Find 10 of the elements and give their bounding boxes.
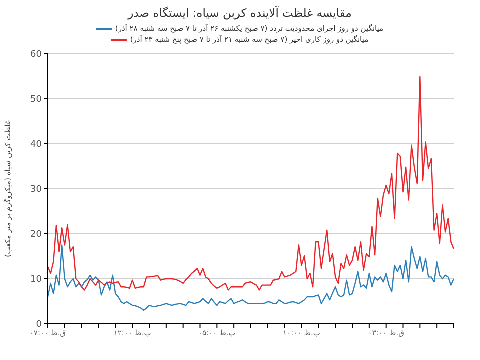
y-tick-label: 30	[30, 185, 42, 196]
y-tick-label: 60	[30, 50, 42, 60]
y-tick-label: 10	[30, 275, 42, 286]
chart-title: مقایسه غلظت آلاینده کربن سیاه: ایستگاه صدر	[126, 5, 353, 20]
y-tick-label: 0	[36, 320, 42, 330]
line-series	[48, 76, 454, 291]
y-tick-label: 50	[30, 95, 42, 106]
y-tick-label: 20	[30, 230, 42, 240]
line-series	[48, 244, 454, 312]
y-tick-label: 40	[30, 140, 42, 150]
